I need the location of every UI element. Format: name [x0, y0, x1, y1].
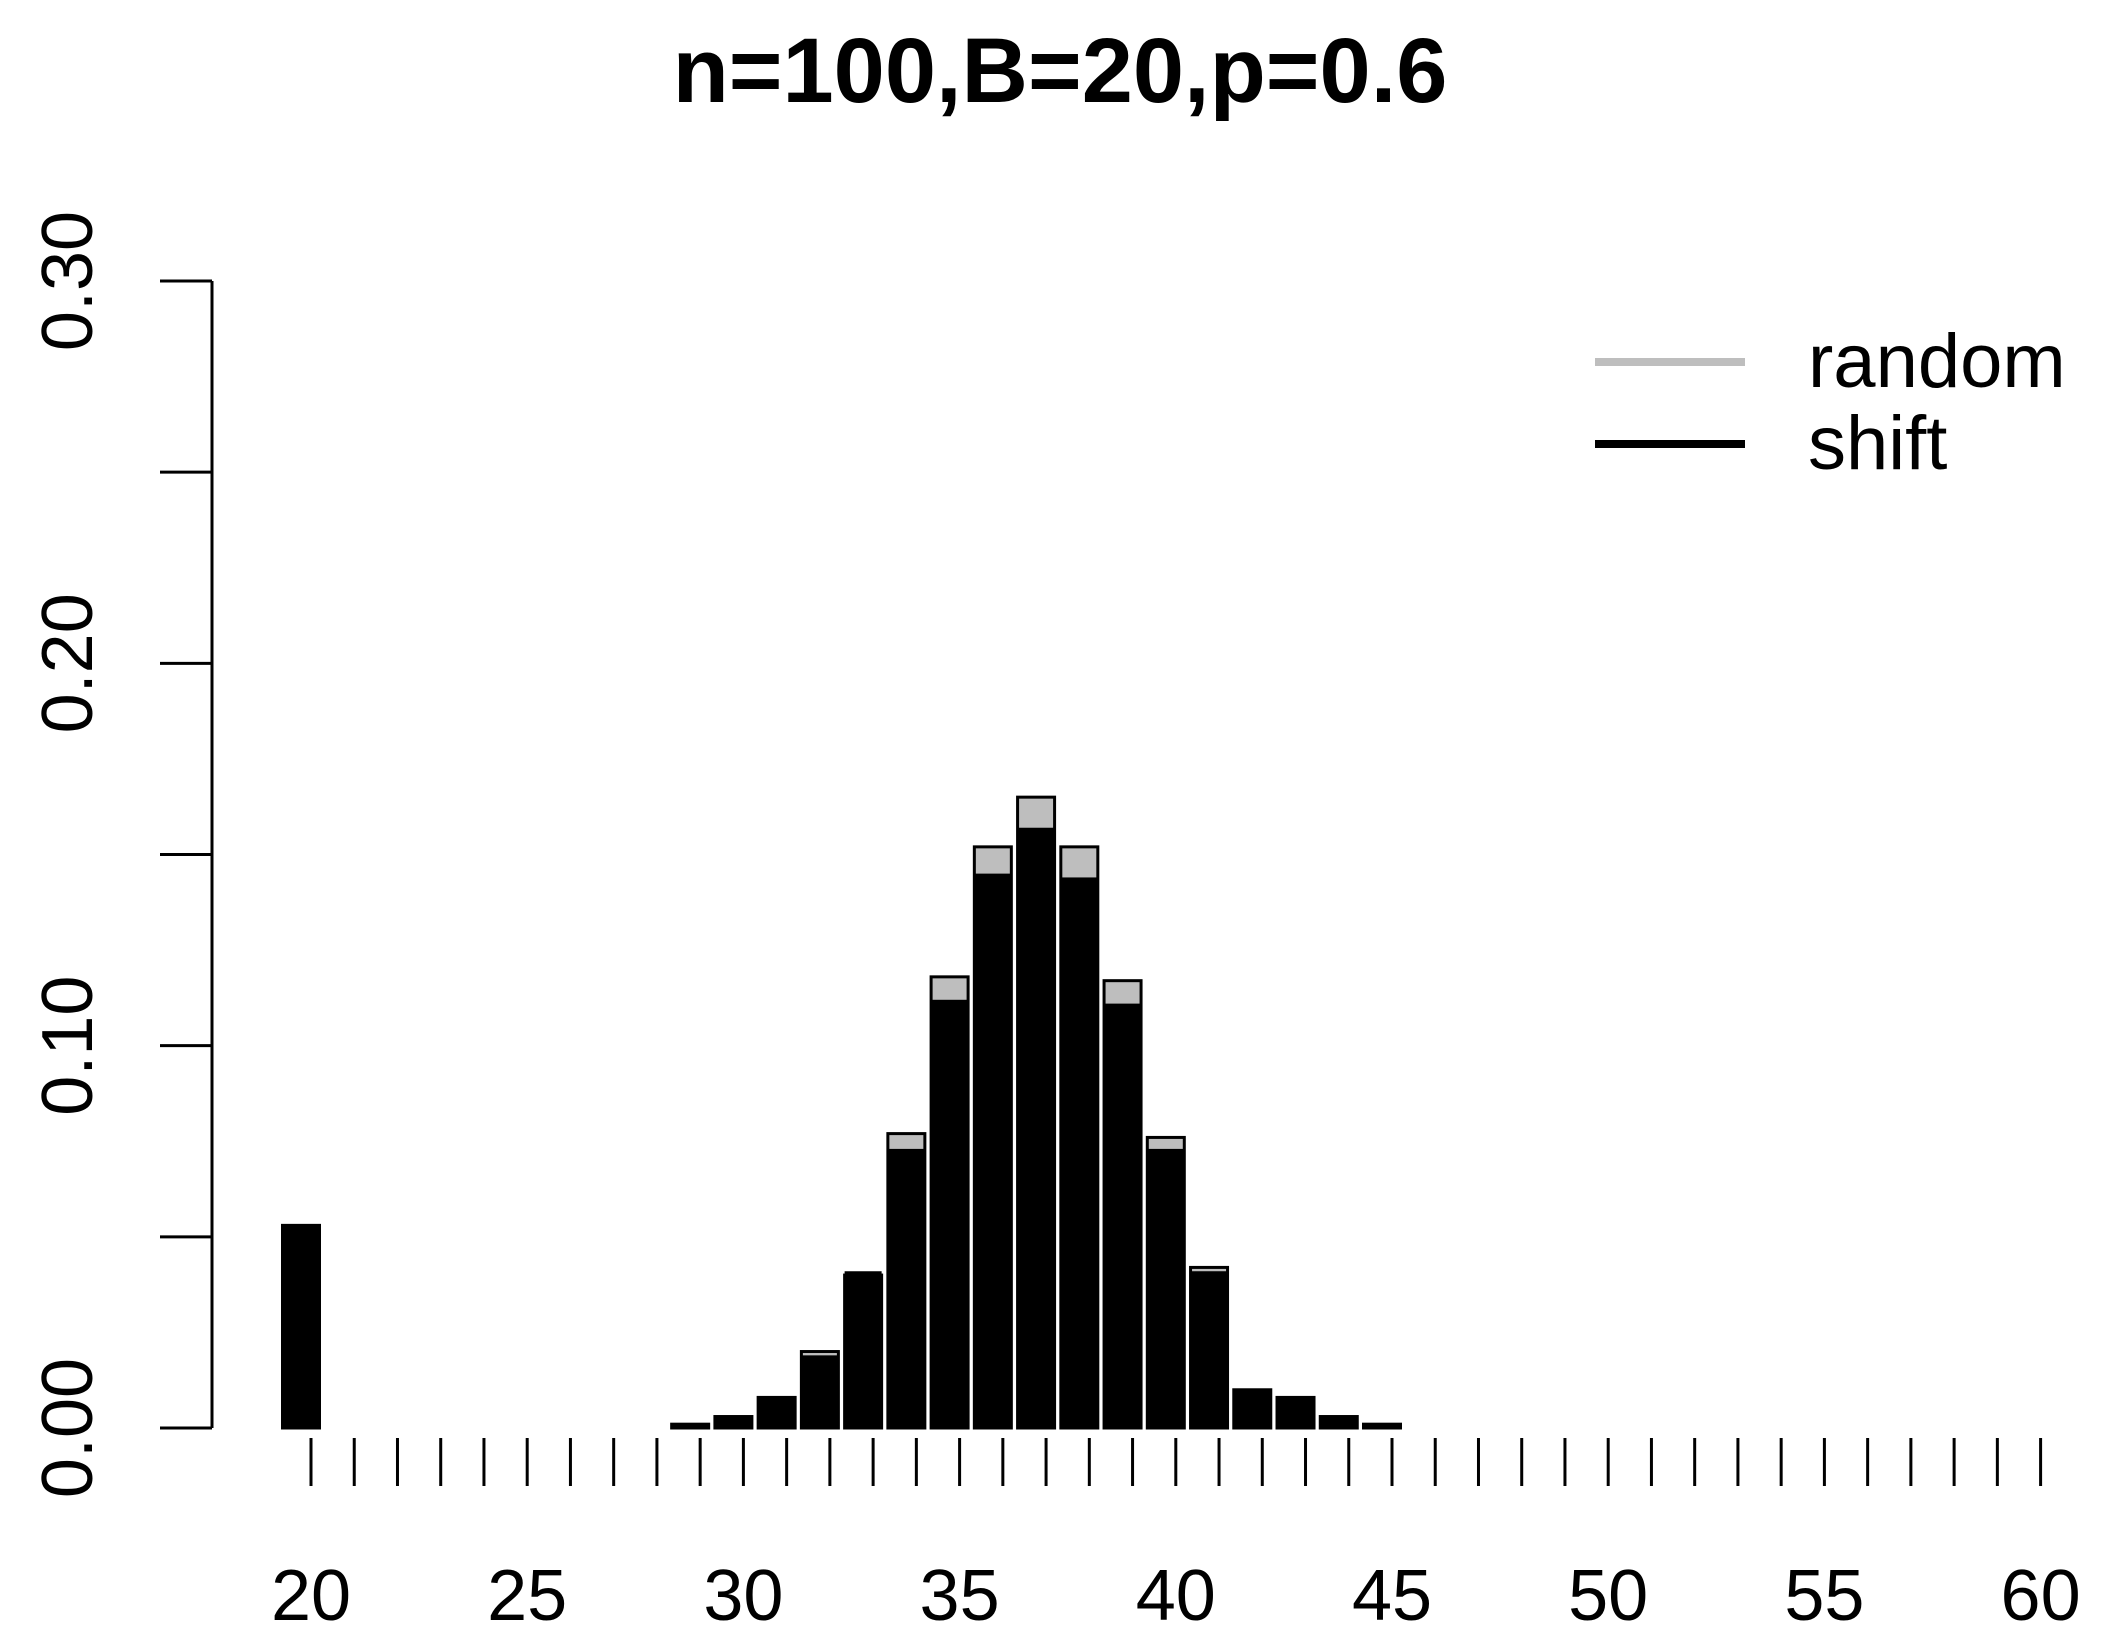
bar-shift-34	[887, 1148, 925, 1428]
bar-shift-30	[714, 1416, 752, 1428]
x-tick-label-35: 35	[920, 1556, 1000, 1636]
y-tick-label-0.10: 0.10	[28, 976, 108, 1116]
x-tick-label-40: 40	[1136, 1556, 1216, 1636]
x-tick-label-50: 50	[1568, 1556, 1648, 1636]
x-tick-label-20: 20	[271, 1556, 351, 1636]
y-tick-label-0.20: 0.20	[28, 593, 108, 733]
x-tick-label-55: 55	[1784, 1556, 1864, 1636]
x-tick-label-45: 45	[1352, 1556, 1432, 1636]
bar-shift-32	[801, 1355, 839, 1428]
bar-shift-35	[931, 999, 969, 1428]
bar-shift-42	[1233, 1389, 1271, 1428]
y-tick-label-0.30: 0.30	[28, 211, 108, 351]
bar-shift-36	[974, 873, 1012, 1428]
x-axis: 20 25 30 35 40 45 50 55 60	[271, 1438, 2081, 1636]
bars-layer	[281, 795, 1402, 1430]
x-tick-label-30: 30	[703, 1556, 783, 1636]
bar-shift-44	[1320, 1416, 1358, 1428]
bar-shift-33	[844, 1271, 882, 1428]
bar-shift-31	[758, 1397, 796, 1428]
bar-shift-29	[671, 1424, 709, 1428]
bar-shift-20	[282, 1225, 320, 1428]
bar-shift-38	[1060, 877, 1098, 1428]
bar-shift-39	[1104, 1003, 1142, 1428]
y-axis: 0.00 0.10 0.20 0.30	[28, 211, 214, 1498]
bar-shift-37	[1017, 827, 1055, 1428]
x-tick-label-25: 25	[487, 1556, 567, 1636]
legend-label-shift: shift	[1808, 401, 1947, 486]
bar-shift-43	[1277, 1397, 1315, 1428]
bar-shift-41	[1190, 1271, 1228, 1428]
bar-shift-45	[1363, 1424, 1401, 1428]
legend-label-random: random	[1808, 319, 2066, 404]
x-tick-label-60: 60	[2001, 1556, 2081, 1636]
chart-title: n=100,B=20,p=0.6	[673, 20, 1448, 122]
y-tick-label-0.00: 0.00	[28, 1358, 108, 1498]
bar-shift-40	[1147, 1148, 1185, 1428]
